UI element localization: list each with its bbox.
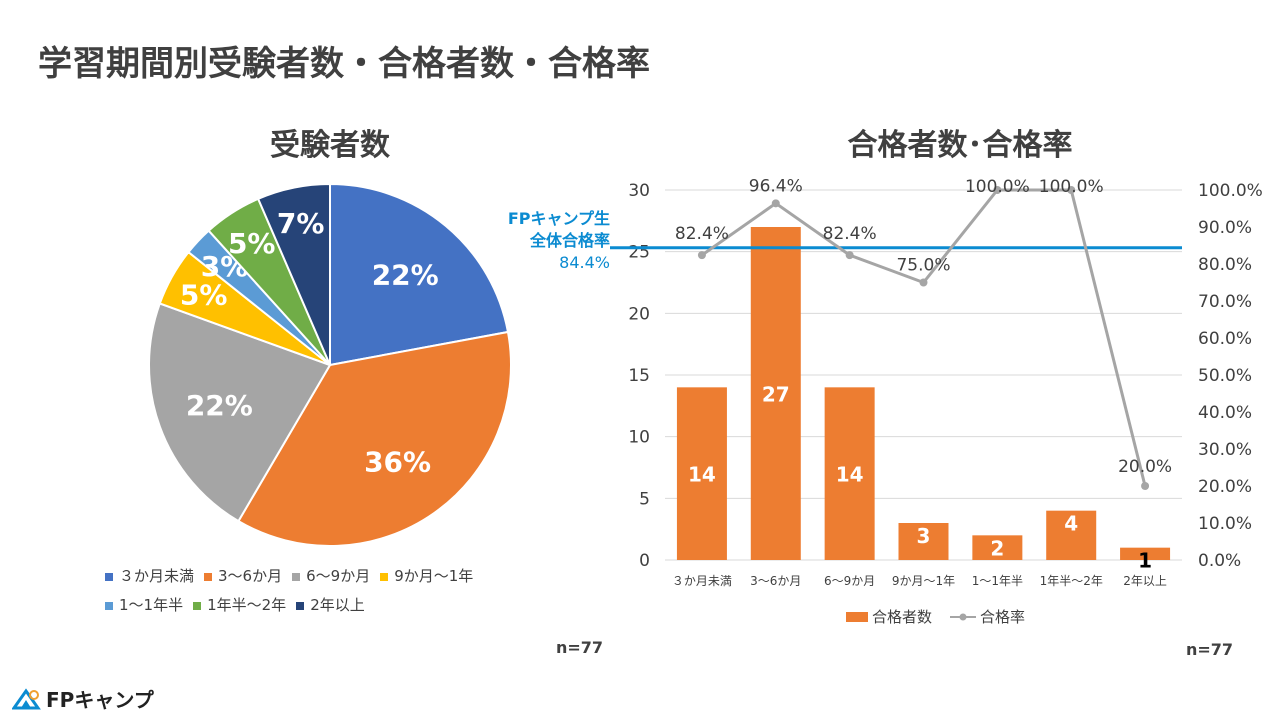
y-tick-label: 10	[628, 428, 650, 448]
pie-slice	[148, 302, 332, 523]
y2-tick-label: 70.0%	[1198, 292, 1252, 312]
legend-label: 9か月～1年	[394, 567, 474, 585]
rate-label: 75.0%	[896, 256, 950, 276]
rate-point	[697, 251, 706, 260]
pie-title: 受験者数	[270, 128, 390, 163]
y2-tick-label: 40.0%	[1198, 403, 1252, 423]
page-title: 学習期間別受験者数・合格者数・合格率	[38, 44, 650, 84]
legend-bar-label: 合格者数	[872, 608, 933, 626]
bar	[676, 387, 727, 560]
combo-title: 合格者数･合格率	[847, 128, 1073, 163]
y2-tick-label: 90.0%	[1198, 218, 1252, 238]
legend-item: ３か月未満	[105, 565, 194, 586]
x-tick-label: 3～6か月	[750, 574, 801, 588]
y2-tick-label: 80.0%	[1198, 255, 1252, 275]
y-tick-label: 25	[628, 243, 650, 263]
pie-legend-row2: 1～1年半 1年半～2年 2年以上	[105, 594, 365, 615]
legend-item: 6～9か月	[292, 565, 370, 586]
pie-label: 36%	[364, 445, 431, 478]
x-tick-label: 6～9か月	[824, 574, 875, 588]
y-tick-label: 5	[639, 489, 650, 509]
x-tick-label: 1～1年半	[972, 574, 1023, 588]
logo-text: FPキャンプ	[46, 688, 154, 712]
rate-label: 100.0%	[965, 177, 1030, 197]
x-tick-label: 2年以上	[1123, 574, 1167, 588]
y2-tick-label: 100.0%	[1198, 181, 1263, 201]
bar-value-label: 14	[836, 463, 864, 487]
legend-label: 2年以上	[310, 596, 365, 614]
ref-label-value: 84.4%	[559, 253, 610, 272]
bar	[750, 227, 801, 560]
pie-label: 5%	[180, 278, 228, 311]
rate-label: 20.0%	[1118, 457, 1172, 477]
pie-n-note: n=77	[556, 638, 604, 657]
bar	[972, 535, 1023, 560]
legend-label: 1年半～2年	[207, 596, 287, 614]
x-tick-label: ３か月未満	[672, 574, 732, 588]
legend-label: 1～1年半	[119, 596, 184, 614]
reference-line-label: FPキャンプ生 全体合格率 84.4%	[480, 208, 610, 274]
y2-tick-label: 50.0%	[1198, 366, 1252, 386]
legend-item: 9か月～1年	[380, 565, 473, 586]
rate-point	[1141, 482, 1150, 490]
bar	[1046, 510, 1097, 560]
pie-label: 7%	[277, 207, 325, 240]
bar	[898, 523, 949, 560]
pie-chart: 22%36%22%5%3%5%7%	[148, 182, 512, 547]
bar-value-label: 3	[917, 524, 931, 548]
bar	[824, 387, 875, 560]
ref-label-line2: 全体合格率	[529, 231, 610, 250]
bar-value-label: 1	[1138, 549, 1152, 573]
logo-mountain-icon	[12, 687, 41, 709]
rate-point	[845, 251, 854, 260]
rate-point	[771, 199, 780, 208]
bar-value-label: 27	[762, 383, 790, 407]
y2-tick-label: 30.0%	[1198, 440, 1252, 460]
rate-label: 82.4%	[675, 224, 729, 244]
legend-label: 3～6か月	[218, 567, 283, 585]
legend-line: 合格率	[950, 606, 1025, 627]
rate-point	[919, 278, 928, 287]
y2-tick-label: 0.0%	[1198, 551, 1241, 571]
rate-label: 96.4%	[749, 176, 803, 196]
combo-chart: 0 5 10 15 20 25 30 0.0% 10.0% 20.0% 30.0% 40.0% 50.0…	[610, 176, 1263, 588]
legend-item: 1年半～2年	[193, 594, 286, 615]
rate-point	[1067, 186, 1076, 194]
y-tick-label: 0	[639, 551, 650, 571]
bar	[1120, 547, 1171, 560]
bar-value-label: 14	[688, 463, 716, 487]
rate-label: 82.4%	[823, 224, 877, 244]
y2-tick-label: 20.0%	[1198, 477, 1252, 497]
y-tick-label: 30	[628, 181, 650, 201]
pie-slice	[256, 182, 331, 366]
logo: FPキャンプ	[12, 684, 154, 713]
pie-label: 22%	[186, 389, 253, 422]
pie-label: 22%	[372, 259, 439, 292]
legend-item: 2年以上	[296, 594, 365, 615]
combo-legend: 合格者数 合格率	[846, 606, 1025, 627]
legend-label: ３か月未満	[119, 567, 195, 585]
pie-slice	[237, 330, 512, 547]
bar-value-label: 2	[990, 536, 1004, 560]
y-tick-label: 15	[628, 366, 650, 386]
pie-label: 5%	[228, 227, 276, 260]
combo-n-note: n=77	[1186, 640, 1234, 659]
legend-line-label: 合格率	[980, 608, 1026, 626]
rate-label: 100.0%	[1039, 177, 1104, 197]
ref-label-line1: FPキャンプ生	[507, 209, 610, 228]
legend-item: 1～1年半	[105, 594, 183, 615]
x-tick-label: 1年半～2年	[1040, 574, 1103, 588]
bar-value-label: 4	[1064, 512, 1078, 536]
y2-tick-label: 60.0%	[1198, 329, 1252, 349]
x-tick-label: 9か月～1年	[892, 574, 955, 588]
rate-point	[993, 186, 1002, 194]
pie-legend: ３か月未満 3～6か月 6～9か月 9か月～1年	[105, 565, 473, 586]
legend-label: 6～9か月	[306, 567, 371, 585]
legend-item: 3～6か月	[204, 565, 282, 586]
legend-bar: 合格者数	[846, 606, 932, 627]
y-tick-label: 20	[628, 304, 650, 324]
y2-tick-label: 10.0%	[1198, 514, 1252, 534]
pie-slice	[329, 182, 510, 367]
